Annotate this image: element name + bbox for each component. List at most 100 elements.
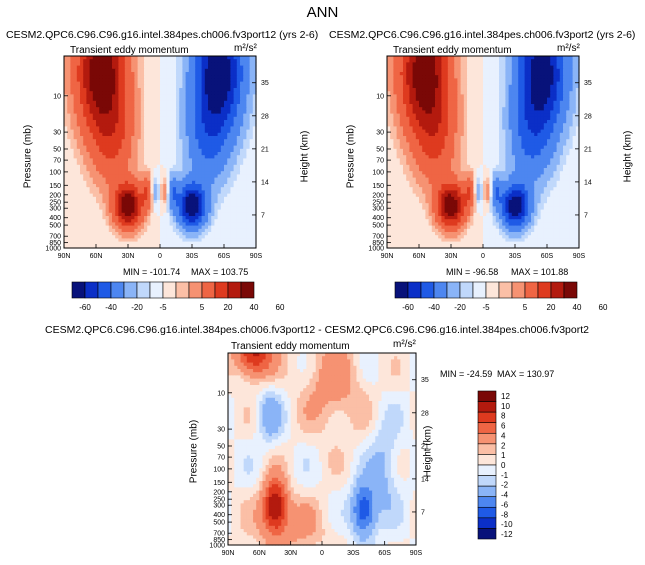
heatmap-cell [160, 228, 164, 233]
heatmap-cell [233, 65, 238, 70]
heatmap-cell [150, 97, 155, 102]
heatmap-cell [172, 56, 177, 60]
heatmap-cell [227, 158, 231, 163]
heatmap-cell [473, 68, 478, 73]
heatmap-cell [118, 62, 123, 67]
heatmap-cell [403, 72, 407, 76]
colorbar-label: 40 [250, 303, 259, 312]
heatmap-cell [80, 132, 84, 137]
heatmap-cell [192, 104, 196, 108]
heatmap-cell [211, 158, 215, 163]
heatmap-cell [252, 75, 257, 79]
heatmap-cell [166, 75, 171, 79]
heatmap-cell [176, 72, 180, 76]
heatmap-cell [246, 100, 251, 105]
heatmap-cell [492, 116, 497, 121]
heatmap-cell [572, 94, 577, 99]
heatmap-cell [73, 206, 78, 211]
heatmap-cell [102, 228, 107, 233]
heatmap-cell [166, 100, 171, 105]
heatmap-cell [153, 235, 158, 239]
heatmap-cell [137, 84, 142, 89]
heatmap-cell [163, 123, 167, 127]
heatmap-cell [118, 139, 123, 143]
heatmap-cell [124, 136, 129, 140]
heatmap-cell [211, 100, 215, 105]
heatmap-cell [163, 65, 167, 70]
heatmap-cell [134, 88, 139, 92]
heatmap-cell [451, 110, 455, 115]
heatmap-cell [131, 75, 135, 79]
heatmap-cell [137, 107, 142, 111]
heatmap-cell [89, 241, 94, 246]
heatmap-cell [252, 72, 257, 76]
heatmap-cell [240, 244, 244, 249]
heatmap-cell [86, 142, 91, 147]
heatmap-cell [134, 59, 139, 63]
heatmap-cell [403, 116, 407, 121]
heatmap-cell [182, 187, 187, 191]
heatmap-cell [224, 177, 228, 182]
heatmap-cell [137, 65, 142, 70]
heatmap-cell [112, 241, 116, 246]
heatmap-cell [415, 72, 420, 76]
heatmap-cell [70, 81, 75, 86]
heatmap-cell [105, 158, 110, 163]
heatmap-cell [236, 72, 241, 76]
heatmap-cell [105, 184, 110, 188]
heatmap-cell [188, 91, 193, 95]
heatmap-cell [524, 62, 529, 67]
heatmap-cell [563, 81, 567, 86]
heatmap-cell [163, 139, 167, 143]
heatmap-cell [182, 100, 187, 105]
heatmap-cell [492, 113, 497, 118]
heatmap-cell [409, 107, 414, 111]
heatmap-cell [182, 126, 187, 131]
colorbar-swatch [123, 281, 138, 299]
heatmap-cell [252, 94, 257, 99]
heatmap-cell [99, 216, 103, 220]
heatmap-cell [102, 62, 107, 67]
heatmap-cell [108, 129, 113, 134]
heatmap-cell [179, 62, 183, 67]
heatmap-cell [115, 123, 119, 127]
heatmap-cell [201, 152, 206, 156]
heatmap-cell [236, 139, 241, 143]
heatmap-cell [169, 222, 174, 227]
heatmap-cell [227, 78, 231, 83]
heatmap-cell [134, 171, 139, 175]
heatmap-cell [431, 62, 436, 67]
heatmap-cell [463, 91, 468, 95]
heatmap-cell [463, 107, 468, 111]
heatmap-cell [246, 222, 251, 227]
heatmap-cell [166, 94, 171, 99]
heatmap-cell [108, 203, 113, 207]
heatmap-cell [179, 212, 183, 217]
heatmap-cell [467, 100, 471, 105]
heatmap-cell [160, 209, 164, 214]
heatmap-cell [227, 216, 231, 220]
heatmap-cell [176, 184, 180, 188]
heatmap-cell [70, 136, 75, 140]
heatmap-cell [208, 56, 212, 60]
heatmap-cell [243, 145, 247, 150]
heatmap-cell [182, 62, 187, 67]
heatmap-cell [163, 216, 167, 220]
heatmap-cell [220, 184, 225, 188]
heatmap-cell [220, 62, 225, 67]
heatmap-cell [454, 62, 458, 67]
heatmap-cell [105, 120, 110, 124]
heatmap-cell [150, 171, 155, 175]
heatmap-cell [137, 123, 142, 127]
heatmap-cell [131, 184, 135, 188]
heatmap-cell [179, 187, 183, 191]
heatmap-cell [108, 145, 113, 150]
heatmap-cell [240, 75, 244, 79]
heatmap-cell [515, 107, 519, 111]
heatmap-cell [80, 72, 84, 76]
heatmap-cell [220, 203, 225, 207]
heatmap-cell [208, 206, 212, 211]
heatmap-cell [387, 72, 391, 76]
heatmap-cell [547, 88, 551, 92]
heatmap-cell [195, 209, 199, 214]
